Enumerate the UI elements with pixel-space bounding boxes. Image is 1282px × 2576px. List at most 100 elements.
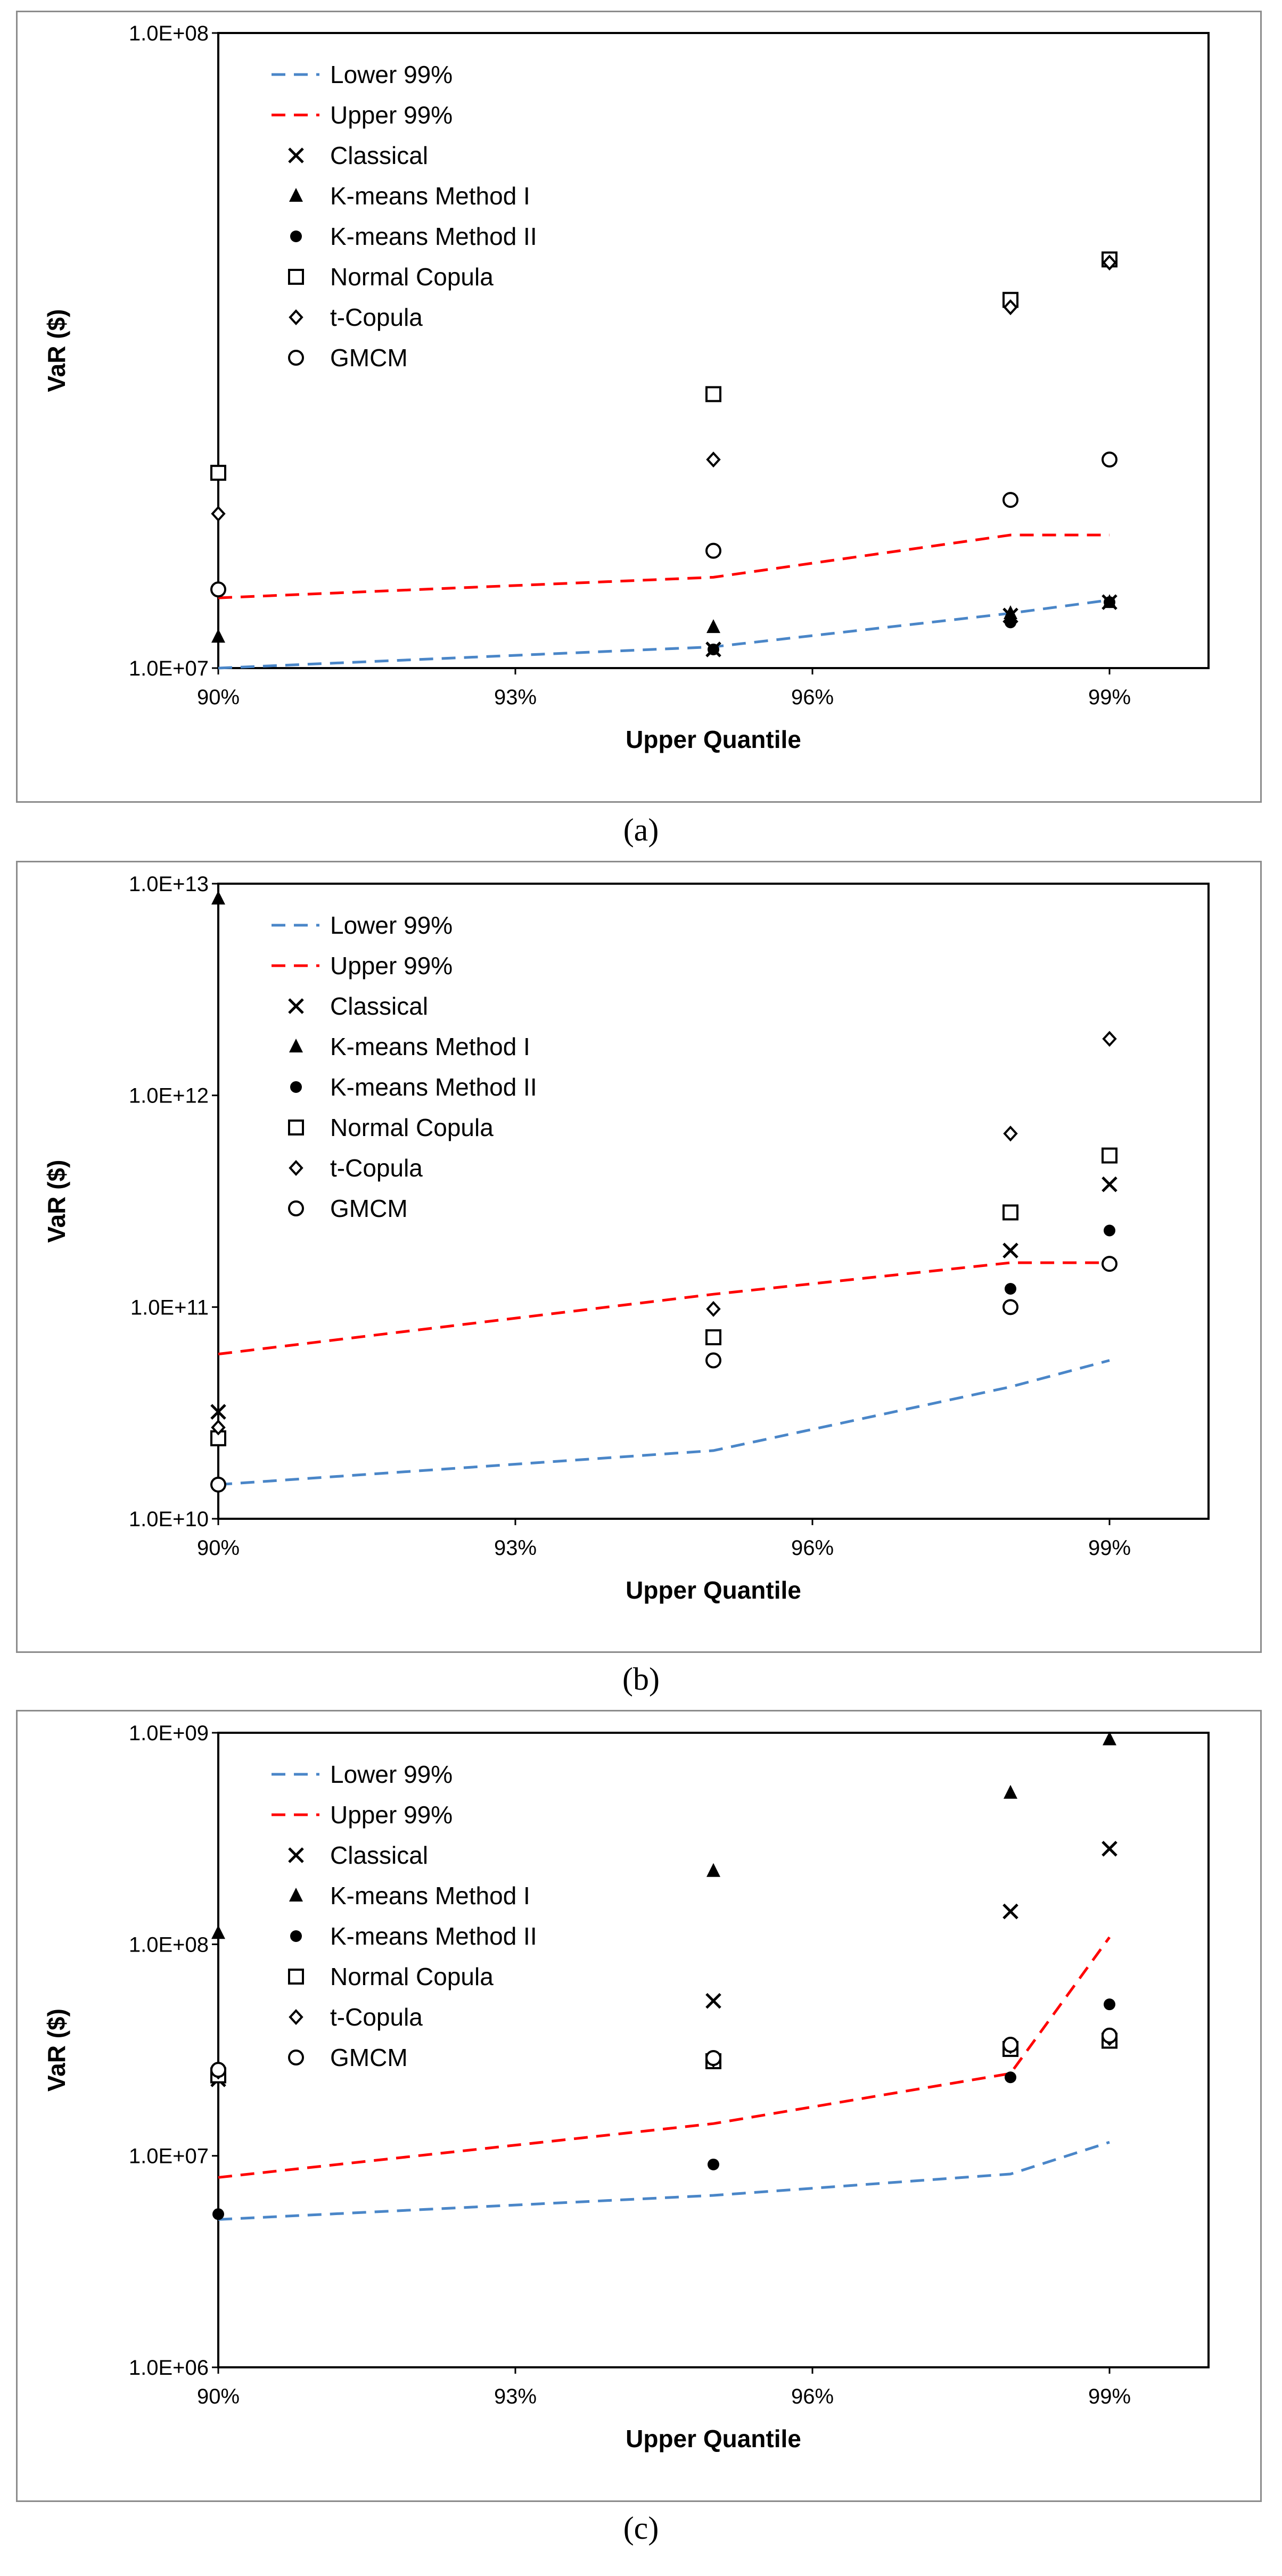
legend: Lower 99% Upper 99% Classical K-means Metho… bbox=[272, 1760, 537, 2071]
legend-label: Lower 99% bbox=[330, 1760, 453, 1788]
legend-swatch bbox=[288, 998, 304, 1014]
series-upper-99 bbox=[218, 533, 1110, 599]
legend-label: t-Copula bbox=[330, 303, 423, 331]
x-axis-title: Upper Quantile bbox=[626, 2425, 801, 2452]
legend-swatch bbox=[290, 231, 302, 242]
y-axis-title: VaR ($) bbox=[43, 309, 70, 392]
legend-swatch bbox=[288, 350, 304, 366]
legend-swatch bbox=[289, 1888, 303, 1902]
point-gmcm bbox=[705, 2050, 721, 2066]
series-lower-99 bbox=[218, 2141, 1110, 2221]
chart-b: 1.0E+10 1.0E+11 1.0E+12 1.0E+13 90% 93% 96% 99%… bbox=[43, 873, 1210, 1604]
legend-swatch bbox=[288, 269, 304, 285]
legend-label: K-means Method I bbox=[330, 1033, 530, 1060]
point-classical bbox=[1002, 1242, 1018, 1258]
series-t-copula bbox=[211, 1031, 1117, 1436]
plot-area bbox=[217, 883, 1210, 1520]
line-lower-99 bbox=[218, 598, 1110, 670]
point-k-means-method-i bbox=[211, 629, 225, 643]
point-k-means-method-ii bbox=[708, 2158, 719, 2170]
series-gmcm bbox=[210, 1256, 1117, 1493]
line-lower-99 bbox=[218, 1359, 1110, 1486]
series-k-means-method-i bbox=[211, 1731, 1116, 1939]
y-tick-label: 1.0E+09 bbox=[129, 1722, 209, 1745]
point-k-means-method-ii bbox=[708, 643, 719, 655]
point-classical bbox=[705, 1993, 721, 2009]
point-gmcm bbox=[1002, 2037, 1018, 2053]
y-axis-title: VaR ($) bbox=[43, 1160, 70, 1243]
legend-label: Normal Copula bbox=[330, 263, 494, 291]
point-classical bbox=[1102, 1176, 1117, 1192]
line-upper-99 bbox=[218, 1936, 1111, 2179]
point-k-means-method-i bbox=[1103, 1731, 1116, 1746]
legend-label: K-means Method II bbox=[330, 1922, 537, 1950]
panel-caption-a: (a) bbox=[623, 812, 659, 847]
x-tick-label: 90% bbox=[197, 1536, 240, 1560]
legend-label: K-means Method I bbox=[330, 1882, 530, 1910]
series-gmcm bbox=[210, 451, 1117, 598]
legend-label: K-means Method II bbox=[330, 223, 537, 250]
point-gmcm bbox=[1102, 451, 1117, 468]
y-tick-label: 1.0E+08 bbox=[129, 22, 209, 45]
panel-caption-b: (b) bbox=[622, 1661, 660, 1697]
point-classical bbox=[1002, 1903, 1018, 1920]
chart-panel-c-frame bbox=[16, 1710, 1262, 2502]
x-tick-label: 90% bbox=[197, 686, 240, 709]
x-tick-label: 99% bbox=[1088, 1536, 1131, 1560]
y-tick-label: 1.0E+06 bbox=[129, 2356, 209, 2380]
legend-label: K-means Method I bbox=[330, 182, 530, 210]
x-tick-label: 93% bbox=[494, 686, 537, 709]
point-k-means-method-ii bbox=[1104, 596, 1115, 608]
x-tick-label: 96% bbox=[791, 2385, 834, 2408]
panel-caption-c: (c) bbox=[623, 2511, 659, 2546]
chart-c: 1.0E+06 1.0E+07 1.0E+08 1.0E+09 90% 93% 96% 99%… bbox=[43, 1722, 1210, 2452]
y-tick-label: 1.0E+13 bbox=[129, 873, 209, 896]
point-k-means-method-ii bbox=[212, 2208, 224, 2220]
legend-swatch bbox=[288, 1969, 304, 1985]
point-k-means-method-i bbox=[706, 1863, 720, 1877]
line-lower-99 bbox=[218, 2141, 1110, 2221]
legend-swatch bbox=[288, 147, 304, 163]
legend: Lower 99% Upper 99% Classical K-means Metho… bbox=[272, 61, 537, 372]
x-tick-label: 93% bbox=[494, 1536, 537, 1560]
point-gmcm bbox=[210, 2062, 226, 2078]
point-k-means-method-i bbox=[211, 891, 225, 905]
point-gmcm bbox=[1002, 1299, 1018, 1315]
point-t-copula bbox=[1003, 1125, 1018, 1142]
y-axis-title: VaR ($) bbox=[43, 2009, 70, 2092]
x-tick-label: 96% bbox=[791, 1536, 834, 1560]
point-classical bbox=[210, 1404, 226, 1420]
point-classical bbox=[1102, 1841, 1117, 1857]
legend-swatch bbox=[289, 2009, 303, 2025]
series-k-means-method-ii bbox=[708, 596, 1115, 655]
y-tick-label: 1.0E+10 bbox=[129, 1508, 209, 1531]
legend-swatch bbox=[290, 1930, 302, 1942]
legend-label: Normal Copula bbox=[330, 1963, 494, 1990]
point-gmcm bbox=[1002, 492, 1018, 508]
point-k-means-method-i bbox=[706, 619, 720, 633]
point-t-copula bbox=[706, 1301, 721, 1317]
point-t-copula bbox=[1003, 299, 1018, 316]
legend-swatch bbox=[289, 1039, 303, 1052]
x-axis-title: Upper Quantile bbox=[626, 1576, 801, 1604]
y-tick-label: 1.0E+08 bbox=[129, 1933, 209, 1956]
point-t-copula bbox=[211, 506, 226, 522]
legend-label: Upper 99% bbox=[330, 101, 453, 129]
point-k-means-method-i bbox=[211, 1925, 225, 1939]
point-normal-copula bbox=[705, 1329, 721, 1346]
series-normal-copula bbox=[210, 1147, 1117, 1446]
point-normal-copula bbox=[1102, 1147, 1117, 1164]
series-k-means-method-i bbox=[211, 891, 225, 905]
point-gmcm bbox=[705, 1352, 721, 1369]
chart-panel-b-frame bbox=[16, 861, 1262, 1653]
x-tick-label: 90% bbox=[197, 2385, 240, 2408]
point-gmcm bbox=[1102, 1256, 1117, 1272]
legend-label: Normal Copula bbox=[330, 1114, 494, 1141]
y-tick-label: 1.0E+07 bbox=[129, 657, 209, 680]
legend-swatch bbox=[290, 1081, 302, 1093]
legend-label: Classical bbox=[330, 142, 428, 169]
point-t-copula bbox=[1102, 254, 1117, 271]
y-tick-label: 1.0E+12 bbox=[129, 1084, 209, 1108]
point-normal-copula bbox=[705, 386, 721, 402]
